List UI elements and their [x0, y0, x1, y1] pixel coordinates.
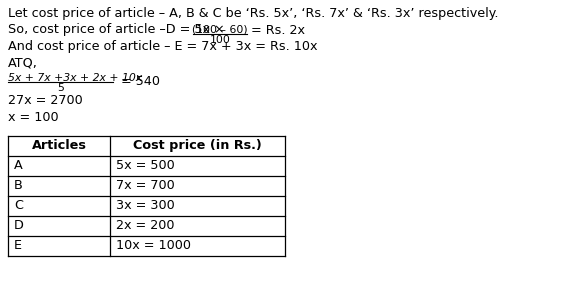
Text: = Rs. 2x: = Rs. 2x	[251, 23, 305, 37]
Text: And cost price of article – E = 7x + 3x = Rs. 10x: And cost price of article – E = 7x + 3x …	[8, 40, 318, 53]
Text: 7x = 700: 7x = 700	[116, 179, 175, 192]
Text: 3x = 300: 3x = 300	[116, 199, 175, 212]
Text: Cost price (in Rs.): Cost price (in Rs.)	[133, 139, 262, 152]
Text: 27x = 2700: 27x = 2700	[8, 95, 83, 108]
Text: D: D	[14, 219, 24, 232]
Text: Let cost price of article – A, B & C be ‘Rs. 5x’, ‘Rs. 7x’ & ‘Rs. 3x’ respective: Let cost price of article – A, B & C be …	[8, 7, 498, 20]
Text: A: A	[14, 159, 23, 172]
Text: 5x + 7x +3x + 2x + 10x: 5x + 7x +3x + 2x + 10x	[8, 73, 142, 83]
Text: = 540: = 540	[121, 75, 160, 88]
Text: 10x = 1000: 10x = 1000	[116, 239, 191, 252]
Text: ATQ,: ATQ,	[8, 57, 38, 70]
Text: x = 100: x = 100	[8, 111, 59, 124]
Text: E: E	[14, 239, 22, 252]
Text: C: C	[14, 199, 23, 212]
Text: 5: 5	[57, 83, 64, 93]
Text: So, cost price of article –D = 5x ×: So, cost price of article –D = 5x ×	[8, 23, 229, 37]
Text: 2x = 200: 2x = 200	[116, 219, 175, 232]
Text: 5x = 500: 5x = 500	[116, 159, 175, 172]
Text: Articles: Articles	[32, 139, 87, 152]
Text: B: B	[14, 179, 23, 192]
Text: (100 – 60): (100 – 60)	[192, 24, 248, 35]
Text: 100: 100	[209, 35, 230, 45]
